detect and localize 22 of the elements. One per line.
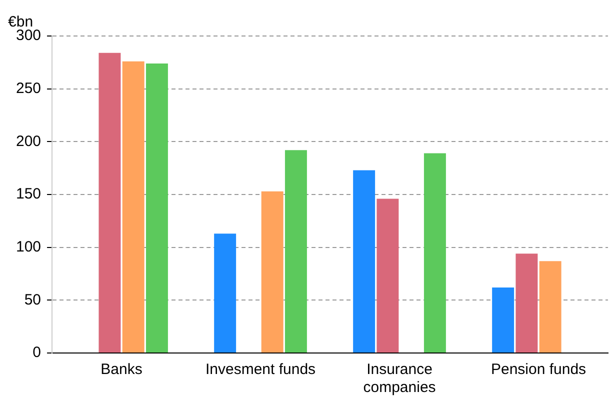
y-tick-label: 0 (32, 344, 42, 362)
y-tick-label: 200 (16, 132, 42, 150)
y-tick-label: 250 (16, 80, 42, 97)
y-tick-label: 150 (16, 186, 42, 203)
bar (353, 170, 376, 352)
y-tick-label: 50 (24, 291, 42, 308)
bar (492, 287, 514, 352)
bar (284, 150, 307, 352)
bar (376, 198, 399, 352)
bar (98, 52, 121, 352)
bar (122, 61, 144, 352)
bar (261, 191, 284, 352)
bar (424, 153, 446, 352)
bar (539, 261, 562, 352)
x-tick-label: Invesment funds (205, 361, 316, 378)
bar (214, 234, 236, 352)
bar (516, 254, 538, 352)
x-tick-label: Pension funds (490, 361, 586, 378)
x-tick-label: Insurance companies (363, 361, 436, 396)
x-tick-label: Banks (100, 361, 142, 378)
y-tick-label: 100 (16, 238, 42, 256)
bar (146, 63, 168, 352)
